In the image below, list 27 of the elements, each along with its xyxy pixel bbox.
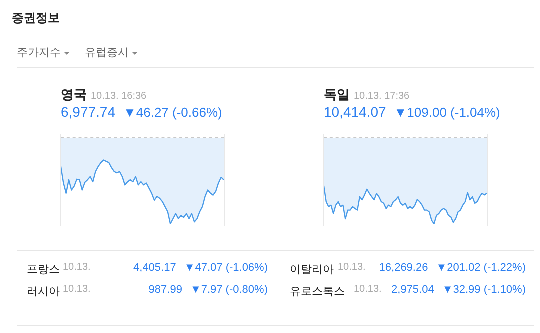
chart-subtitle: 10.13. 17:36 xyxy=(354,91,410,102)
text: ▼7.97 (-0.80%) xyxy=(190,284,268,296)
text: 주가지수 xyxy=(17,47,61,59)
text: 10.13. xyxy=(338,262,366,273)
text: 프랑스 xyxy=(27,263,60,277)
text: 유로스톡스 xyxy=(290,285,345,299)
text: 10,414.07 xyxy=(324,104,386,120)
text: ▼47.07 (-1.06%) xyxy=(184,262,268,274)
text: 987.99 xyxy=(148,284,182,296)
text: 러시아 xyxy=(27,285,60,299)
text: ▼109.00 (-1.04%) xyxy=(394,105,500,120)
chart-title: 독일 xyxy=(324,87,350,102)
text: 2,975.04 xyxy=(392,284,434,296)
text: 16,269.26 xyxy=(379,262,428,274)
text: 증권정보 xyxy=(12,10,60,27)
text: 10.13. xyxy=(63,284,91,295)
text: ▼32.99 (-1.10%) xyxy=(442,284,526,296)
text: 6,977.74 xyxy=(61,104,116,120)
chart-title: 영국 xyxy=(61,87,87,102)
text: ▼46.27 (-0.66%) xyxy=(124,105,222,120)
chart-subtitle: 10.13. 16:36 xyxy=(91,91,147,102)
text: 10.13. xyxy=(63,262,91,273)
text: 4,405.17 xyxy=(134,262,176,274)
text: 10.13. xyxy=(354,284,382,295)
text: ▼201.02 (-1.22%) xyxy=(436,262,526,274)
text: 이탈리아 xyxy=(290,263,334,277)
text: 유럽증시 xyxy=(85,47,129,59)
